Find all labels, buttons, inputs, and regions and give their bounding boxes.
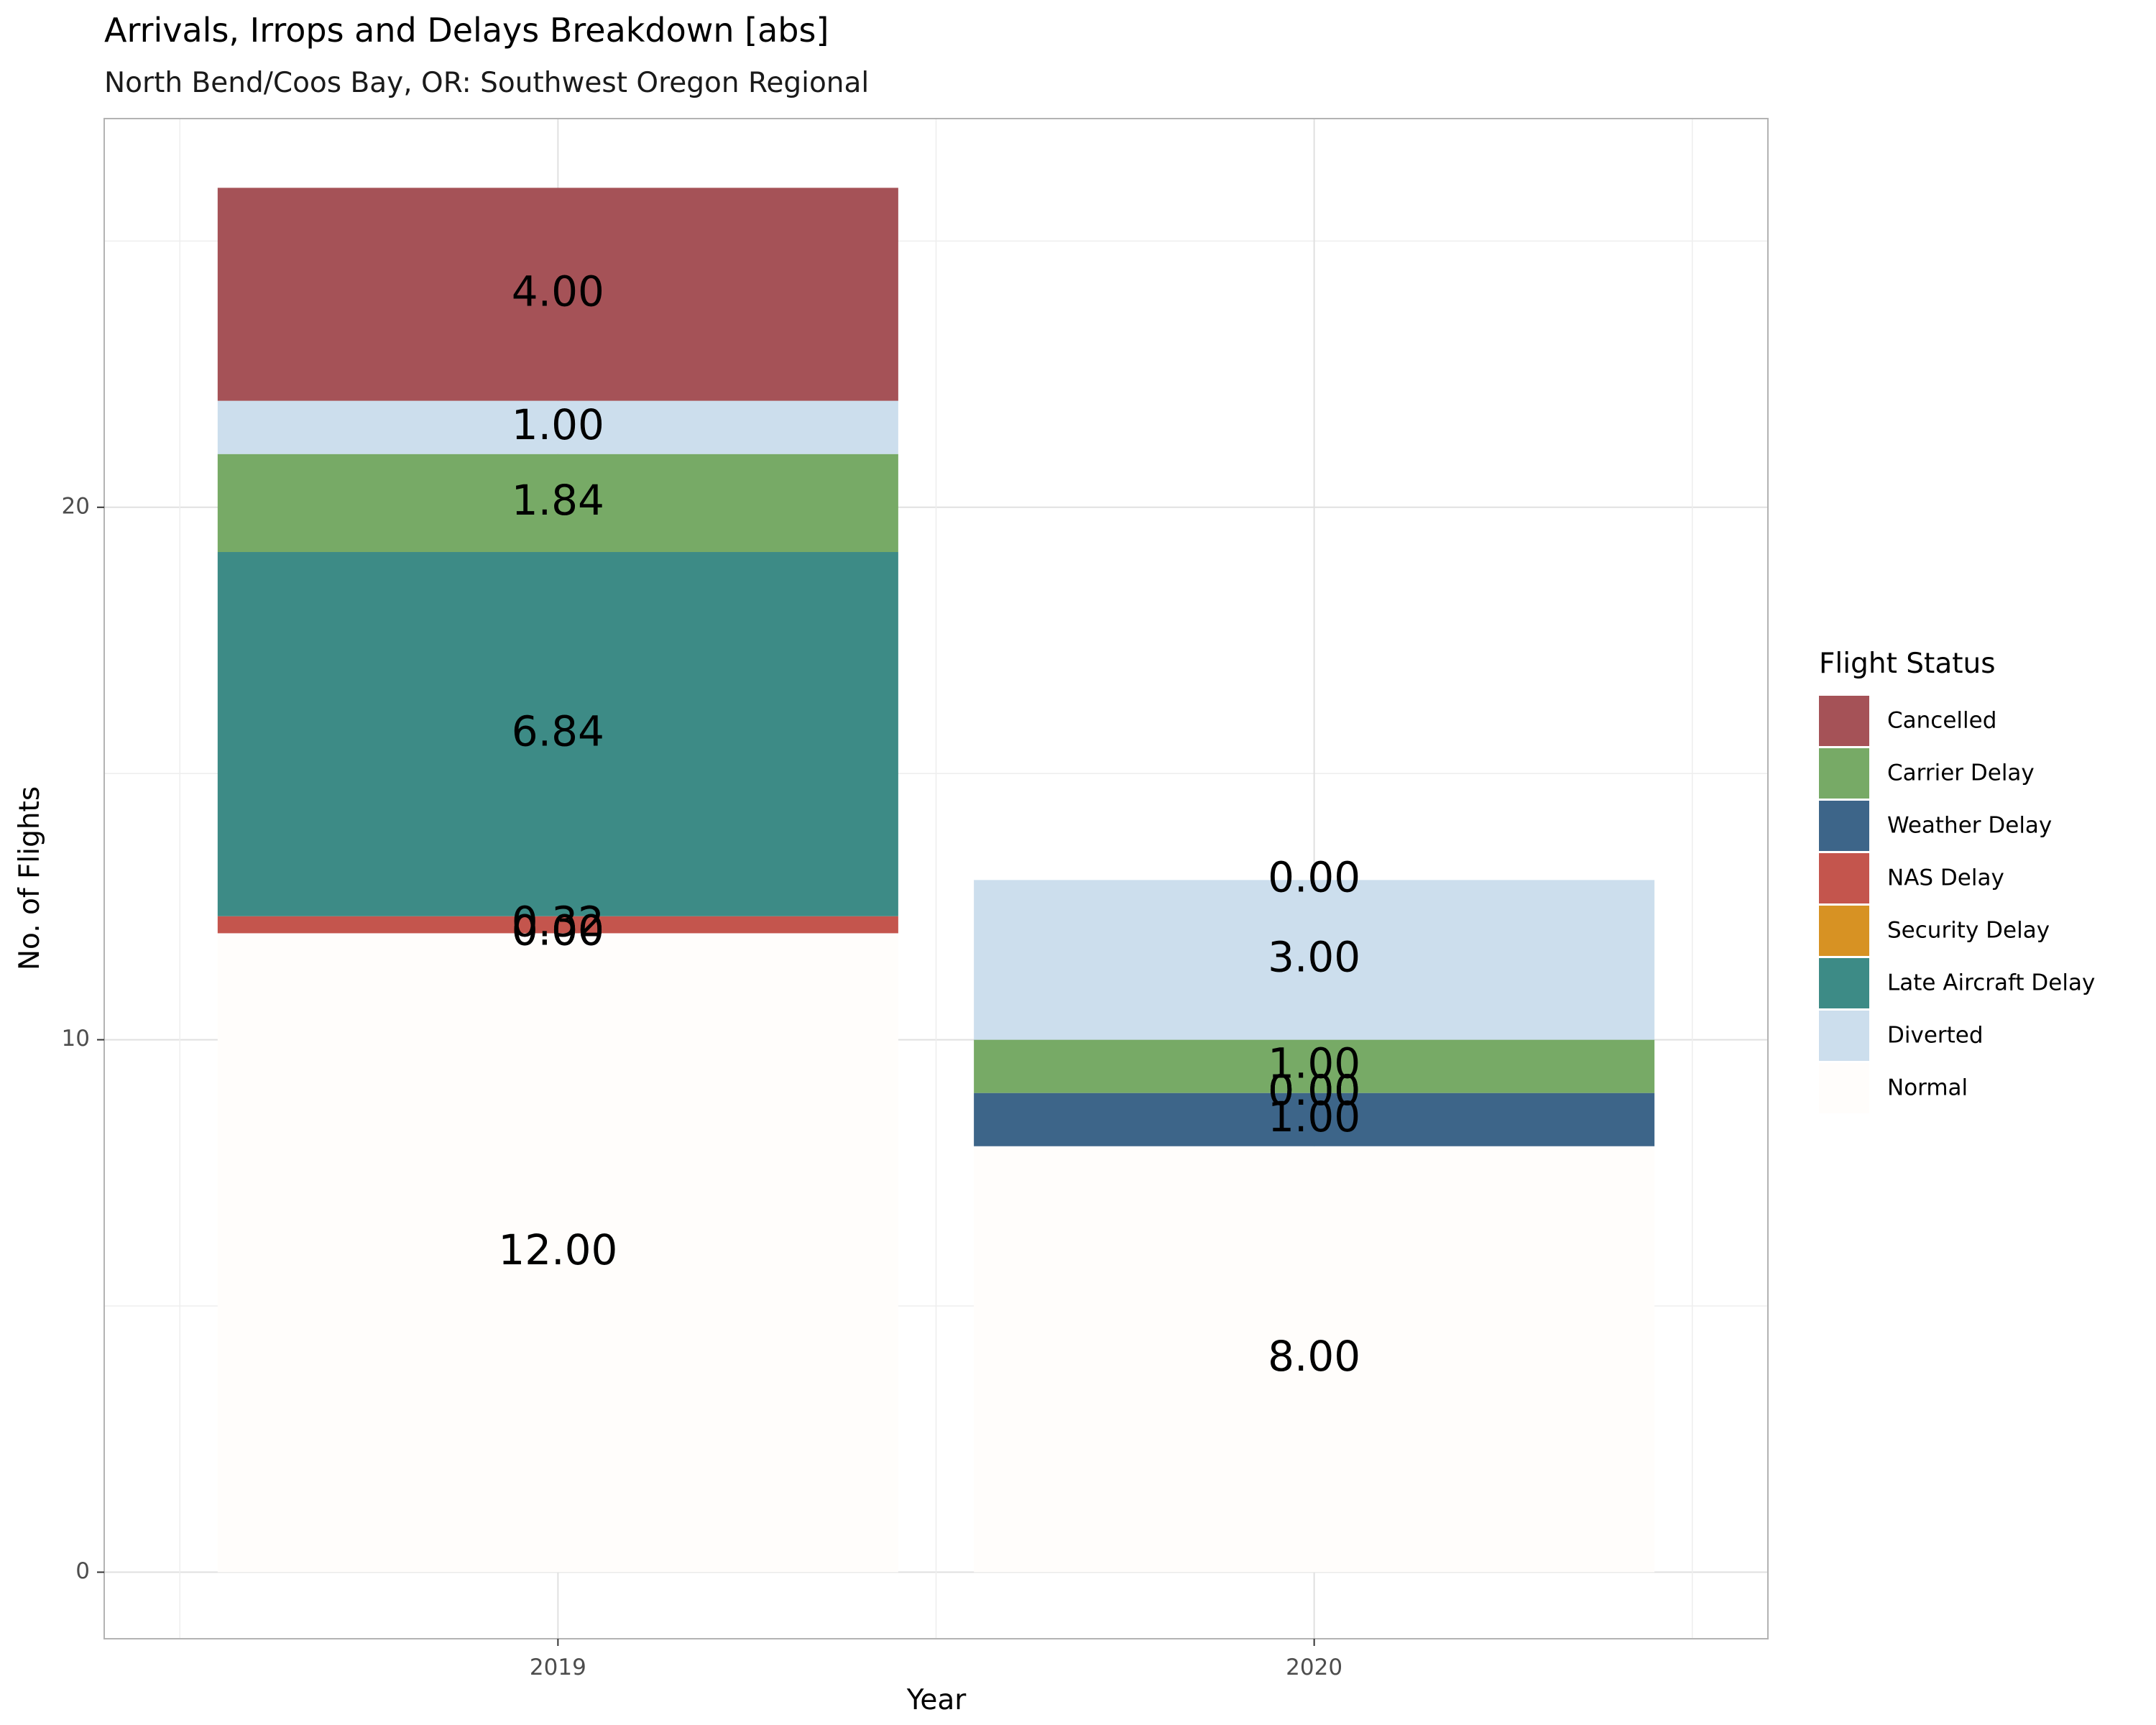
bar-segment-2019-carrier-delay xyxy=(217,454,898,553)
legend-label: Diverted xyxy=(1887,1023,1984,1049)
bar-value-label: 0.00 xyxy=(512,906,604,955)
legend: Flight Status Cancelled Carrier Delay Weat… xyxy=(1819,648,2095,1113)
legend-key-weather-delay xyxy=(1819,801,1869,851)
bar-segment-2019-diverted xyxy=(217,400,898,454)
bar-value-label: 3.00 xyxy=(1268,933,1360,982)
y-tick-label: 10 xyxy=(62,1026,90,1052)
bar-value-label: 1.00 xyxy=(1268,1039,1360,1088)
legend-label: Weather Delay xyxy=(1887,813,2052,839)
bar-segment-2020-weather-delay xyxy=(974,1092,1655,1146)
legend-title: Flight Status xyxy=(1819,648,1996,680)
bar-stacks xyxy=(217,188,1655,1573)
bar-value-label: 0.00 xyxy=(512,906,604,955)
bar-value-label: 4.00 xyxy=(512,267,604,316)
bar-value-label: 1.00 xyxy=(512,400,604,449)
legend-label: Normal xyxy=(1887,1075,1968,1101)
bar-segment-2019-late-aircraft-delay xyxy=(217,552,898,916)
bar-value-label: 6.84 xyxy=(512,707,604,755)
legend-key-diverted xyxy=(1819,1011,1869,1061)
bar-segment-2020-normal xyxy=(974,1146,1655,1573)
bar-value-label: 8.00 xyxy=(1268,1332,1360,1381)
legend-label: Late Aircraft Delay xyxy=(1887,970,2095,996)
bar-value-label: 12.00 xyxy=(498,1225,617,1274)
bar-segment-2019-cancelled xyxy=(217,188,898,401)
bar-segment-2019-nas-delay xyxy=(217,916,898,934)
legend-label: Cancelled xyxy=(1887,708,1996,734)
legend-label: Carrier Delay xyxy=(1887,760,2035,786)
x-tick-label: 2020 xyxy=(1286,1655,1342,1680)
y-axis-title: No. of Flights xyxy=(14,786,46,970)
bar-value-labels: 12.000.000.000.326.841.841.004.008.001.0… xyxy=(498,267,1360,1381)
chart-title: Arrivals, Irrops and Delays Breakdown [a… xyxy=(104,11,829,50)
chart-subtitle: North Bend/Coos Bay, OR: Southwest Orego… xyxy=(104,67,869,99)
legend-key-cancelled xyxy=(1819,696,1869,746)
bar-value-label: 1.84 xyxy=(512,476,604,525)
legend-label: Security Delay xyxy=(1887,918,2050,944)
bar-value-label: 0.32 xyxy=(512,898,604,947)
bar-value-label: 0.00 xyxy=(1268,1066,1360,1115)
plot-panel-border xyxy=(103,118,1769,1639)
x-axis-title: Year xyxy=(906,1684,967,1716)
y-tick-label: 0 xyxy=(75,1558,90,1584)
legend-label: NAS Delay xyxy=(1887,865,2004,891)
bar-value-label: 1.00 xyxy=(1268,1092,1360,1141)
legend-key-normal xyxy=(1819,1063,1869,1113)
bar-value-label: 0.00 xyxy=(1268,852,1360,901)
legend-key-late-aircraft-delay xyxy=(1819,958,1869,1008)
bar-value-label: 0.00 xyxy=(1268,1066,1360,1115)
legend-key-nas-delay xyxy=(1819,853,1869,903)
x-tick-label: 2019 xyxy=(530,1655,586,1680)
y-tick-label: 20 xyxy=(62,493,90,519)
bar-segment-2019-normal xyxy=(217,933,898,1573)
legend-key-security-delay xyxy=(1819,906,1869,956)
bar-value-label: 0.00 xyxy=(1268,1066,1360,1115)
x-axis-ticks: 2019 2020 xyxy=(530,1639,1342,1680)
bar-segment-2020-carrier-delay xyxy=(974,1039,1655,1093)
legend-key-carrier-delay xyxy=(1819,748,1869,799)
bar-segment-2020-diverted xyxy=(974,880,1655,1040)
y-axis-ticks: 0 10 20 xyxy=(62,493,104,1584)
